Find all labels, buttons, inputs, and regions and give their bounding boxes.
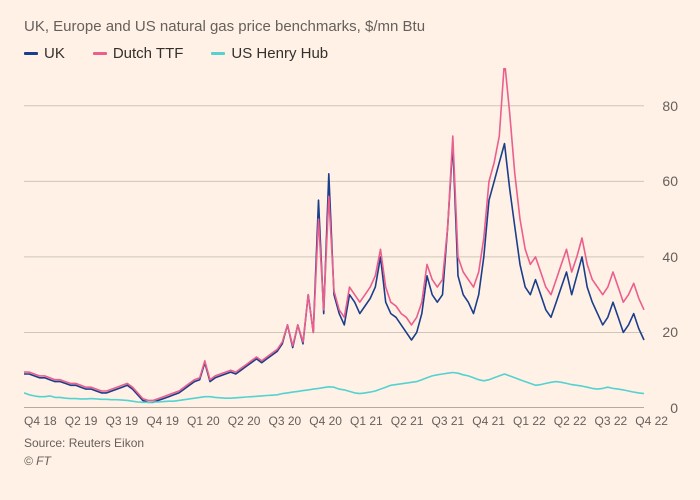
x-tick-label: Q4 22: [635, 414, 676, 428]
chart-container: UK, Europe and US natural gas price benc…: [0, 0, 700, 482]
legend-swatch: [211, 52, 225, 55]
legend-item-hh: US Henry Hub: [211, 45, 328, 62]
series-lines: [24, 68, 644, 402]
x-tick-label: Q3 22: [595, 414, 636, 428]
legend-label: UK: [44, 45, 65, 62]
x-tick-label: Q2 19: [65, 414, 106, 428]
x-tick-label: Q2 22: [554, 414, 595, 428]
x-tick-label: Q3 20: [269, 414, 310, 428]
x-axis-labels: Q4 18Q2 19Q3 19Q4 19Q1 20Q2 20Q3 20Q4 20…: [24, 414, 676, 428]
legend-swatch: [24, 52, 38, 55]
y-tick-label: 40: [662, 249, 678, 265]
plot-svg: [24, 68, 676, 408]
x-tick-label: Q3 21: [432, 414, 473, 428]
y-tick-label: 80: [662, 98, 678, 114]
x-tick-label: Q2 20: [228, 414, 269, 428]
gridlines: [24, 106, 644, 408]
x-tick-label: Q4 18: [24, 414, 65, 428]
x-tick-label: Q1 20: [187, 414, 228, 428]
legend: UK Dutch TTF US Henry Hub: [24, 45, 676, 62]
legend-item-uk: UK: [24, 45, 65, 62]
plot-area: 020406080 Q4 18Q2 19Q3 19Q4 19Q1 20Q2 20…: [24, 68, 676, 408]
legend-label: US Henry Hub: [231, 45, 328, 62]
legend-swatch: [93, 52, 107, 55]
legend-label: Dutch TTF: [113, 45, 184, 62]
y-tick-label: 20: [662, 324, 678, 340]
x-tick-label: Q3 19: [106, 414, 147, 428]
series-dutch-ttf: [24, 68, 644, 400]
x-tick-label: Q1 22: [513, 414, 554, 428]
series-uk: [24, 144, 644, 403]
source-text: Source: Reuters Eikon: [24, 436, 676, 450]
x-tick-label: Q4 19: [146, 414, 187, 428]
y-tick-label: 60: [662, 173, 678, 189]
x-tick-label: Q4 20: [309, 414, 350, 428]
x-tick-label: Q2 21: [391, 414, 432, 428]
x-tick-label: Q1 21: [350, 414, 391, 428]
x-tick-label: Q4 21: [472, 414, 513, 428]
copyright-text: © FT: [24, 454, 676, 468]
legend-item-ttf: Dutch TTF: [93, 45, 184, 62]
chart-subtitle: UK, Europe and US natural gas price benc…: [24, 18, 676, 35]
